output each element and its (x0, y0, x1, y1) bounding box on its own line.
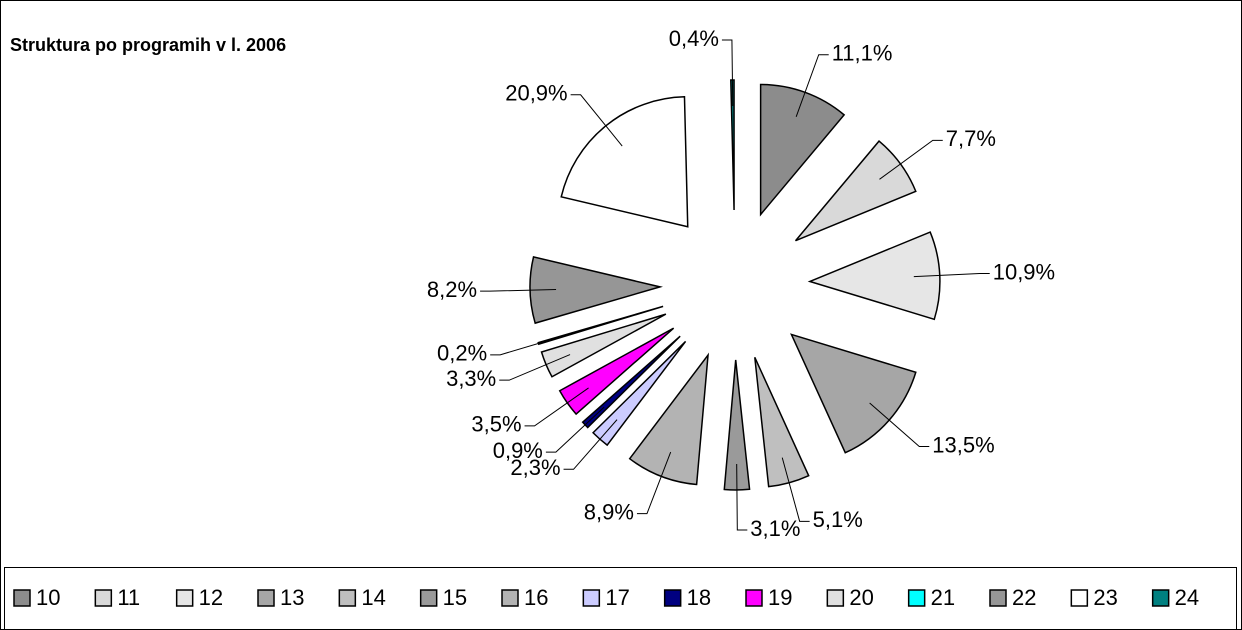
data-label: 5,1% (813, 507, 863, 532)
legend-label: 20 (849, 585, 873, 610)
leader-line (795, 54, 829, 117)
legend-box (4, 567, 1237, 630)
legend-label: 18 (687, 585, 711, 610)
legend-label: 11 (117, 585, 140, 610)
data-label: 11,1% (832, 41, 893, 66)
legend-swatch (13, 589, 31, 607)
legend-label: 23 (1093, 585, 1117, 610)
legend-label: 10 (36, 585, 60, 610)
legend-swatch (582, 589, 601, 607)
legend-swatch (745, 589, 763, 607)
legend-swatch (1070, 589, 1089, 607)
data-label: 0,2% (437, 341, 487, 366)
data-label: 0,4% (669, 26, 719, 51)
data-label: 7,7% (946, 126, 996, 151)
legend-swatch (826, 589, 845, 607)
leader-line (736, 463, 748, 531)
leader-line (545, 406, 605, 453)
data-label: 3,3% (446, 366, 496, 391)
data-label: 8,2% (427, 277, 477, 302)
legend-swatch (663, 589, 682, 607)
legend-label: 24 (1175, 585, 1199, 610)
leader-line (524, 387, 589, 427)
leader-line (490, 335, 564, 356)
legend-swatch (907, 589, 926, 607)
legend-label: 19 (768, 585, 792, 610)
legend-label: 13 (280, 585, 304, 610)
leader-line (913, 272, 990, 278)
legend-swatch (989, 589, 1007, 607)
legend-label: 15 (443, 585, 467, 610)
leader-line (499, 354, 571, 381)
legend-label: 22 (1012, 585, 1036, 610)
legend-label: 17 (605, 585, 629, 610)
leader-line (721, 39, 734, 107)
chart-title: Struktura po programih v l. 2006 (10, 35, 286, 55)
legend-swatch (419, 589, 438, 607)
leader-line (879, 139, 943, 180)
data-label: 3,1% (750, 516, 800, 541)
leader-line (869, 402, 930, 447)
data-label: 13,5% (932, 432, 994, 457)
data-label: 2,3% (510, 455, 560, 480)
legend-swatch (94, 589, 113, 607)
leader-line (636, 451, 672, 515)
legend-label: 14 (361, 585, 385, 610)
data-label: 3,5% (471, 412, 521, 437)
data-label: 0,9% (493, 438, 543, 463)
leader-line (480, 288, 557, 292)
legend-swatch (175, 589, 194, 607)
leader-line (781, 457, 810, 522)
legend-label: 12 (199, 585, 223, 610)
legend-swatch (1151, 589, 1170, 607)
legend-label: 21 (931, 585, 955, 610)
legend-swatch (257, 589, 275, 607)
legend-swatch (501, 589, 519, 607)
legend-swatch (338, 589, 357, 607)
data-label: 20,9% (505, 81, 567, 106)
leader-line (570, 94, 623, 147)
data-label: 8,9% (584, 499, 634, 524)
data-label: 10,9% (993, 259, 1055, 284)
leader-line (563, 419, 618, 470)
legend-label: 16 (524, 585, 548, 610)
